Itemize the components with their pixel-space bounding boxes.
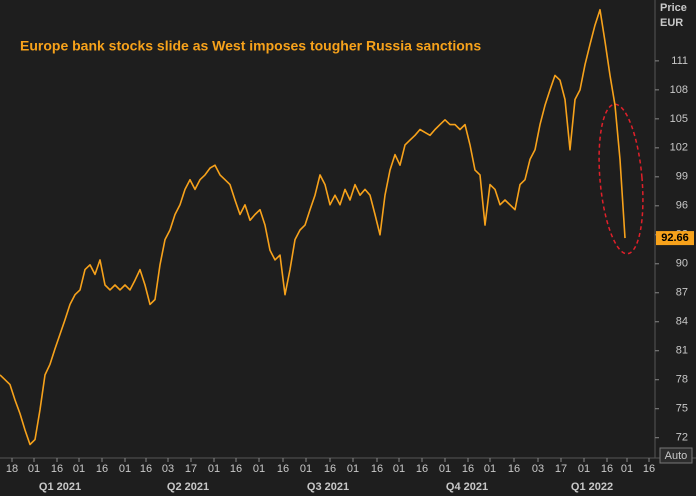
x-tick-label: 01	[28, 463, 40, 475]
x-tick-label: 16	[230, 463, 242, 475]
y-tick-label: 87	[676, 287, 688, 299]
x-tick-label: 16	[51, 463, 63, 475]
quarter-label: Q2 2021	[167, 481, 209, 493]
x-tick-label: 16	[416, 463, 428, 475]
y-tick-label: 81	[676, 345, 688, 357]
quarter-label: Q4 2021	[446, 481, 488, 493]
quarter-label: Q1 2022	[571, 481, 613, 493]
x-tick-label: 17	[185, 463, 197, 475]
x-tick-label: 16	[601, 463, 613, 475]
x-tick-label: 01	[208, 463, 220, 475]
x-tick-label: 03	[532, 463, 544, 475]
y-tick-label: 105	[670, 113, 688, 125]
x-tick-label: 01	[253, 463, 265, 475]
y-axis-unit: EUR	[660, 17, 683, 29]
auto-button[interactable]	[659, 447, 693, 464]
y-tick-label: 108	[670, 84, 688, 96]
x-tick-label: 16	[508, 463, 520, 475]
highlight-ellipse	[598, 103, 644, 255]
x-tick-label: 01	[393, 463, 405, 475]
x-tick-label: 16	[277, 463, 289, 475]
y-tick-label: 96	[676, 200, 688, 212]
chart-title: Europe bank stocks slide as West imposes…	[20, 38, 481, 54]
x-tick-label: 18	[6, 463, 18, 475]
y-tick-label: 84	[676, 316, 688, 328]
x-tick-label: 01	[347, 463, 359, 475]
x-tick-label: 16	[462, 463, 474, 475]
y-tick-label: 102	[670, 142, 688, 154]
x-tick-label: 01	[300, 463, 312, 475]
x-tick-label: 17	[555, 463, 567, 475]
y-tick-label: 111	[671, 55, 688, 67]
y-tick-label: 72	[676, 432, 688, 444]
last-value-label: 92.66	[661, 232, 689, 244]
y-tick-label: 75	[676, 403, 688, 415]
x-tick-label: 16	[371, 463, 383, 475]
y-tick-label: 90	[676, 258, 688, 270]
x-tick-label: 01	[621, 463, 633, 475]
quarter-label: Q3 2021	[307, 481, 349, 493]
price-line	[0, 8, 626, 446]
y-axis-label: Price	[660, 2, 687, 14]
x-tick-label: 03	[162, 463, 174, 475]
auto-button-label[interactable]: Auto	[665, 450, 688, 462]
last-value-box	[656, 231, 694, 246]
x-tick-label: 16	[140, 463, 152, 475]
x-tick-label: 01	[73, 463, 85, 475]
x-tick-label: 01	[439, 463, 451, 475]
x-tick-label: 16	[96, 463, 108, 475]
quarter-label: Q1 2021	[39, 481, 81, 493]
y-tick-label: 78	[676, 374, 688, 386]
x-tick-label: 16	[643, 463, 655, 475]
y-tick-label: 99	[676, 171, 688, 183]
x-tick-label: 01	[578, 463, 590, 475]
x-tick-label: 16	[324, 463, 336, 475]
x-tick-label: 01	[119, 463, 131, 475]
x-tick-label: 01	[484, 463, 496, 475]
